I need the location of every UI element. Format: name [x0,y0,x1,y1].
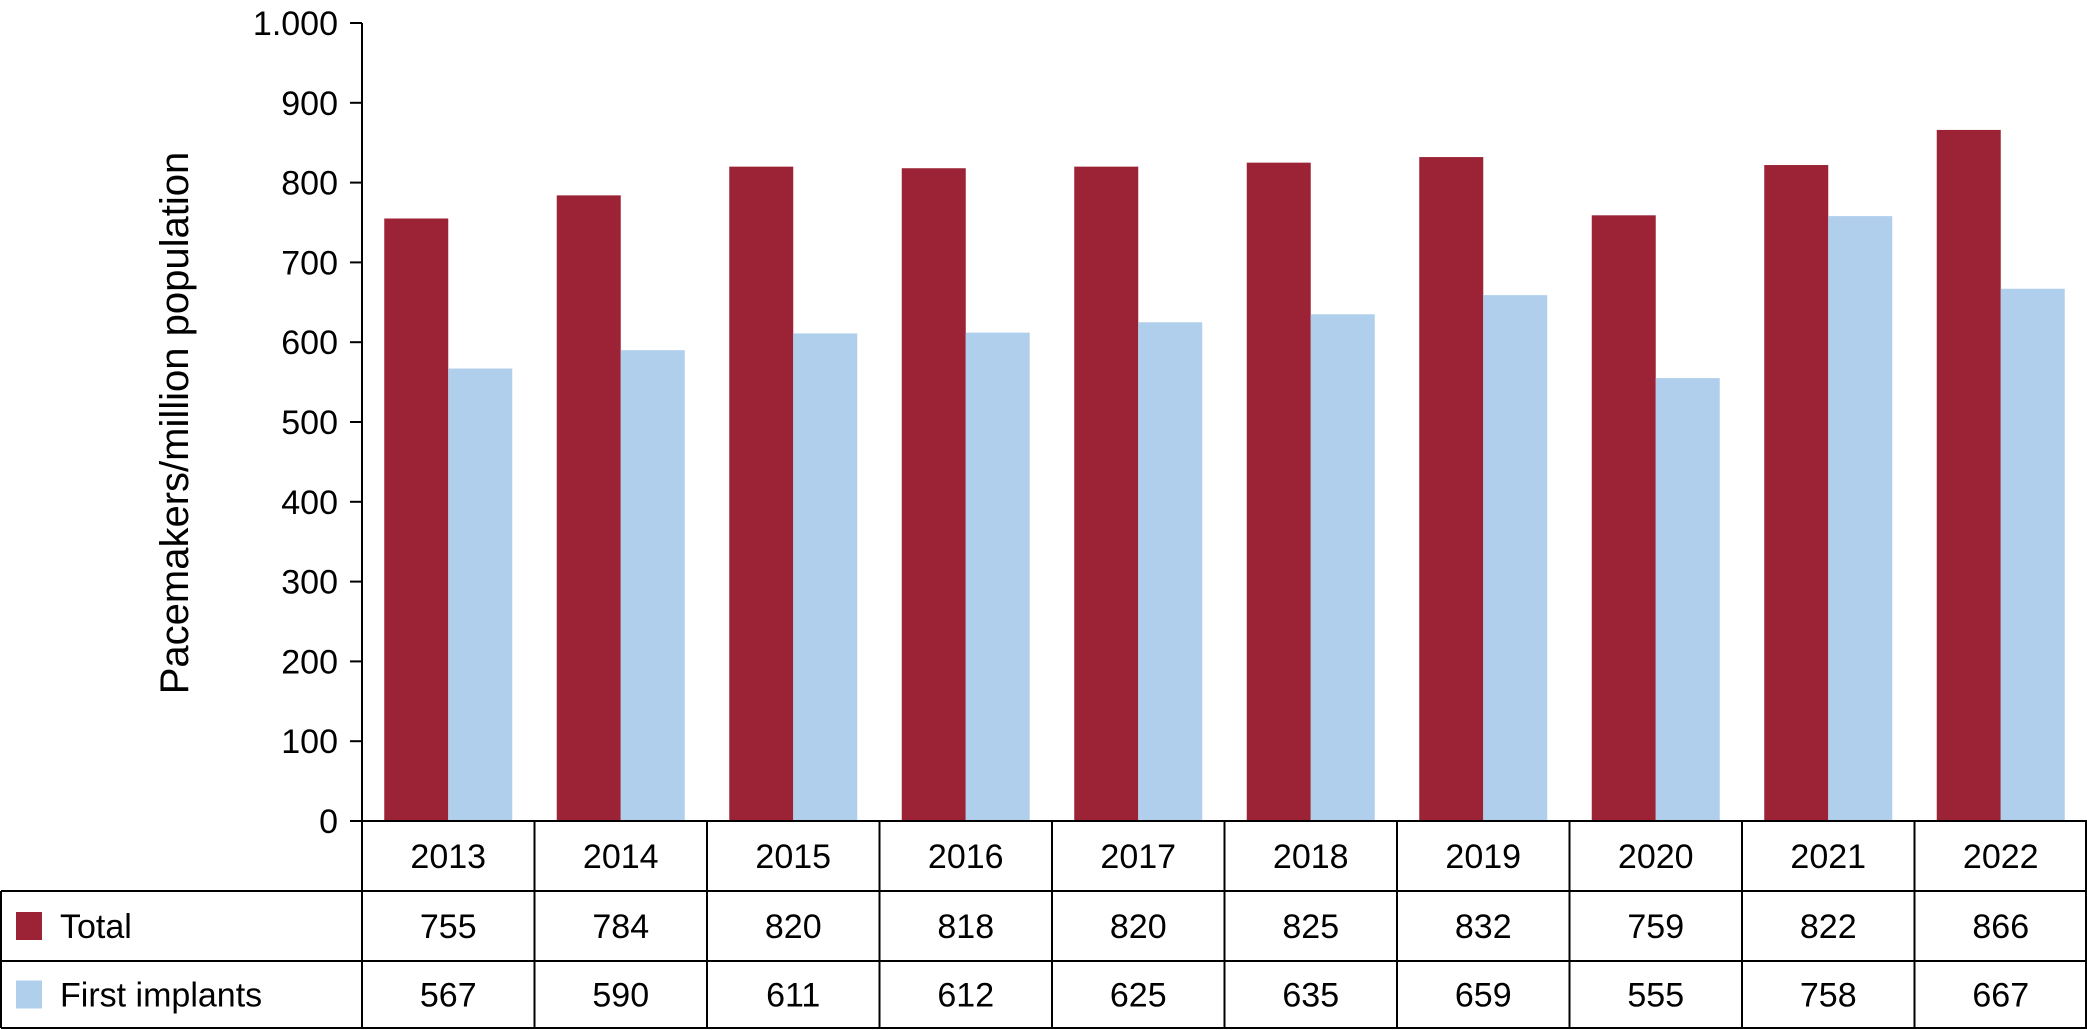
y-tick-label: 900 [281,85,338,123]
y-tick-label: 700 [281,244,338,282]
y-tick-label: 100 [281,723,338,761]
bar-total-2014 [556,195,621,822]
bar-first-implants-2022 [2000,288,2065,821]
bar-first-implants-2013 [448,368,513,821]
data-label: 820 [765,908,822,946]
data-label: 825 [1282,908,1339,946]
y-tick-label: 1.000 [253,5,338,43]
x-tick-label: 2018 [1273,838,1349,876]
data-label: 555 [1627,977,1684,1015]
bar-first-implants-2016 [965,332,1030,821]
legend-label-total: Total [60,908,132,946]
data-label: 818 [937,908,994,946]
y-axis: 0 100 200 300 400 500 600 700 800 900 1.000 [253,5,363,841]
x-tick-label: 2022 [1963,838,2039,876]
bar-first-implants-2015 [793,333,858,821]
data-label: 820 [1110,908,1167,946]
x-tick-label: 2020 [1618,838,1694,876]
x-tick-label: 2019 [1445,838,1521,876]
data-label: 625 [1110,977,1167,1015]
bar-total-2013 [384,218,449,821]
data-label: 822 [1800,908,1857,946]
x-tick-label: 2016 [928,838,1004,876]
y-tick-label: 200 [281,643,338,681]
data-label: 567 [420,977,477,1015]
x-tick-label: 2017 [1100,838,1176,876]
data-label: 758 [1800,977,1857,1015]
data-label: 667 [1972,977,2029,1015]
x-tick-label: 2014 [583,838,659,876]
data-table: 2013 2014 2015 2016 2017 2018 2019 2020 2021 2022… [0,820,2087,1029]
y-tick-label: 800 [281,165,338,203]
data-label: 866 [1972,908,2029,946]
data-label: 635 [1282,977,1339,1015]
y-axis-title: Pacemakers/million population [153,152,197,695]
bar-first-implants-2017 [1138,322,1203,821]
y-tick-label: 600 [281,324,338,362]
y-tick-label: 500 [281,404,338,442]
legend-swatch-total [16,912,42,940]
data-label: 755 [420,908,477,946]
bar-first-implants-2014 [620,350,685,821]
bar-total-2018 [1246,162,1311,821]
bar-total-2022 [1936,129,2001,821]
bar-first-implants-2019 [1483,295,1548,821]
bar-total-2015 [729,166,794,821]
data-label: 784 [592,908,649,946]
bar-first-implants-2021 [1828,216,1893,822]
data-label: 590 [592,977,649,1015]
data-label: 612 [937,977,994,1015]
y-tick-label: 400 [281,484,338,522]
data-label: 832 [1455,908,1512,946]
x-tick-label: 2021 [1790,838,1866,876]
bar-total-2017 [1074,166,1139,821]
bar-total-2020 [1591,215,1656,821]
bar-first-implants-2018 [1310,314,1375,821]
bar-group [384,129,2065,822]
data-label: 759 [1627,908,1684,946]
legend-label-first-implants: First implants [60,977,262,1015]
data-label: 611 [766,977,820,1015]
data-label: 659 [1455,977,1512,1015]
y-tick-label: 300 [281,564,338,602]
bar-total-2016 [901,168,966,822]
bar-first-implants-2020 [1655,378,1720,821]
bar-total-2019 [1419,157,1484,822]
x-tick-label: 2015 [755,838,831,876]
bar-total-2021 [1764,165,1829,821]
legend-swatch-first-implants [16,980,42,1009]
y-tick-label: 0 [319,803,338,841]
x-tick-label: 2013 [410,838,486,876]
